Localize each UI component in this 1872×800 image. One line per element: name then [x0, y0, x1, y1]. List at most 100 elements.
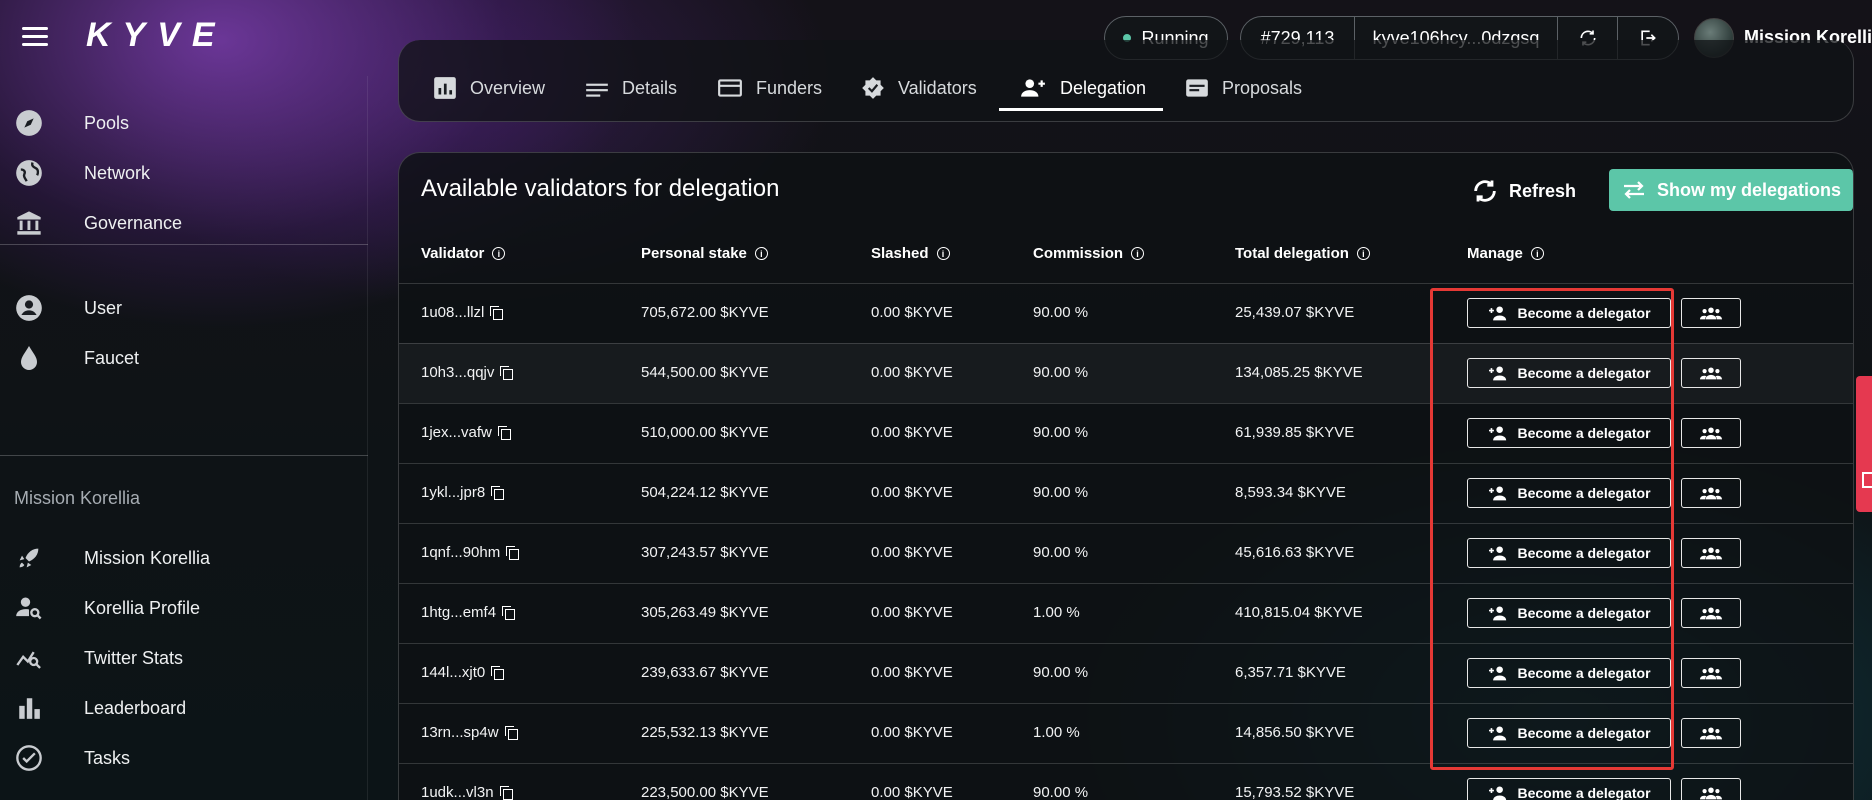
validator-cell: 1ykl...jpr8	[421, 484, 505, 501]
info-icon[interactable]: i	[1356, 247, 1370, 260]
delegators-list-button[interactable]	[1681, 478, 1741, 508]
copy-icon[interactable]	[491, 666, 505, 680]
slashed-cell: 0.00 $KYVE	[871, 364, 953, 381]
become-delegator-button[interactable]: Become a delegator	[1467, 418, 1671, 448]
copy-icon[interactable]	[491, 486, 505, 500]
globe-icon	[14, 158, 44, 188]
sidebar-item-network[interactable]: Network	[0, 148, 368, 198]
delegators-list-button[interactable]	[1681, 598, 1741, 628]
delegators-list-button[interactable]	[1681, 358, 1741, 388]
delegators-list-button[interactable]	[1681, 658, 1741, 688]
tab-proposals[interactable]: Proposals	[1184, 70, 1302, 106]
column-header-validator: Validator i	[421, 245, 506, 262]
person-add-icon	[1489, 666, 1507, 681]
info-icon[interactable]: i	[754, 247, 768, 260]
become-delegator-button[interactable]: Become a delegator	[1467, 778, 1671, 800]
total-delegation-cell: 410,815.04 $KYVE	[1235, 604, 1363, 621]
card-icon	[718, 79, 742, 97]
validator-cell: 1jex...vafw	[421, 424, 511, 441]
validator-cell: 13rn...sp4w	[421, 724, 518, 741]
person-add-icon	[1489, 726, 1507, 741]
delegators-list-button[interactable]	[1681, 778, 1741, 800]
sidebar-item-twitter-stats[interactable]: Twitter Stats	[0, 633, 368, 683]
delegators-list-button[interactable]	[1681, 718, 1741, 748]
validator-cell: 10h3...qqjv	[421, 364, 514, 381]
person-add-icon	[1489, 786, 1507, 800]
table-row: 13rn...sp4w 225,532.13 $KYVE 0.00 $KYVE 1.0…	[399, 703, 1853, 763]
person-search-icon	[14, 593, 44, 623]
commission-cell: 90.00 %	[1033, 304, 1089, 321]
commission-cell: 1.00 %	[1033, 604, 1080, 621]
commission-cell: 90.00 %	[1033, 664, 1089, 681]
active-tab-indicator	[999, 108, 1163, 111]
chart-search-icon	[14, 643, 44, 673]
sidebar-item-governance[interactable]: Governance	[0, 198, 368, 248]
table-row: 1qnf...90hm 307,243.57 $KYVE 0.00 $KYVE 90.…	[399, 523, 1853, 583]
become-delegator-button[interactable]: Become a delegator	[1467, 298, 1671, 328]
total-delegation-cell: 45,616.63 $KYVE	[1235, 544, 1355, 561]
rocket-icon	[14, 543, 44, 573]
commission-cell: 1.00 %	[1033, 724, 1080, 741]
sidebar-item-leaderboard[interactable]: Leaderboard	[0, 683, 368, 733]
copy-icon[interactable]	[502, 606, 516, 620]
chart-box-icon	[434, 77, 456, 99]
delegators-list-button[interactable]	[1681, 538, 1741, 568]
tab-details[interactable]: Details	[584, 70, 677, 106]
validator-cell: 1htg...emf4	[421, 604, 516, 621]
sidebar-item-mission-korellia[interactable]: Mission Korellia	[0, 533, 368, 583]
app-logo[interactable]: KYVE	[86, 16, 227, 54]
personal-stake-cell: 307,243.57 $KYVE	[641, 544, 769, 561]
tab-validators[interactable]: Validators	[860, 70, 977, 106]
commission-cell: 90.00 %	[1033, 424, 1089, 441]
copy-icon[interactable]	[506, 546, 520, 560]
tab-funders[interactable]: Funders	[716, 70, 822, 106]
become-delegator-button[interactable]: Become a delegator	[1467, 538, 1671, 568]
copy-icon[interactable]	[504, 726, 518, 740]
total-delegation-cell: 61,939.85 $KYVE	[1235, 424, 1355, 441]
personal-stake-cell: 305,263.49 $KYVE	[641, 604, 769, 621]
drop-icon	[14, 343, 44, 373]
copy-icon[interactable]	[497, 426, 511, 440]
group-icon	[1700, 427, 1722, 440]
validator-cell: 144l...xjt0	[421, 664, 505, 681]
info-icon[interactable]: i	[1131, 247, 1145, 260]
refresh-button[interactable]: Refresh	[1471, 173, 1576, 209]
info-icon[interactable]: i	[1530, 247, 1544, 260]
document-icon	[1186, 79, 1208, 97]
card-title: Available validators for delegation	[421, 175, 780, 202]
sidebar-item-tasks[interactable]: Tasks	[0, 733, 368, 783]
commission-cell: 90.00 %	[1033, 364, 1089, 381]
column-header-manage: Manage i	[1467, 245, 1544, 262]
sidebar-divider	[0, 244, 368, 245]
become-delegator-button[interactable]: Become a delegator	[1467, 598, 1671, 628]
become-delegator-button[interactable]: Become a delegator	[1467, 478, 1671, 508]
slashed-cell: 0.00 $KYVE	[871, 304, 953, 321]
hamburger-menu-icon[interactable]	[22, 27, 48, 47]
show-my-delegations-button[interactable]: Show my delegations	[1609, 169, 1853, 211]
group-icon	[1700, 667, 1722, 680]
become-delegator-button[interactable]: Become a delegator	[1467, 358, 1671, 388]
sidebar-item-user[interactable]: User	[0, 283, 368, 333]
lines-icon	[586, 83, 608, 97]
sidebar-item-korellia-profile[interactable]: Korellia Profile	[0, 583, 368, 633]
sidebar-item-faucet[interactable]: Faucet	[0, 333, 368, 383]
sidebar-item-pools[interactable]: Pools	[0, 98, 368, 148]
compass-icon	[14, 108, 44, 138]
tab-overview[interactable]: Overview	[432, 70, 545, 106]
swap-arrows-icon	[1623, 181, 1644, 199]
become-delegator-button[interactable]: Become a delegator	[1467, 658, 1671, 688]
delegators-list-button[interactable]	[1681, 418, 1741, 448]
copy-icon[interactable]	[500, 366, 514, 380]
bar-chart-icon	[14, 693, 44, 723]
table-row: 1udk...vl3n 223,500.00 $KYVE 0.00 $KYVE 90.…	[399, 763, 1853, 800]
personal-stake-cell: 223,500.00 $KYVE	[641, 784, 769, 800]
delegators-list-button[interactable]	[1681, 298, 1741, 328]
copy-icon[interactable]	[499, 786, 513, 800]
tab-delegation[interactable]: Delegation	[1018, 70, 1146, 106]
info-icon[interactable]: i	[936, 247, 950, 260]
become-delegator-button[interactable]: Become a delegator	[1467, 718, 1671, 748]
status-dot-icon	[1123, 34, 1132, 42]
copy-icon[interactable]	[490, 306, 504, 320]
info-icon[interactable]: i	[492, 247, 506, 260]
feedback-tab[interactable]	[1856, 376, 1872, 512]
